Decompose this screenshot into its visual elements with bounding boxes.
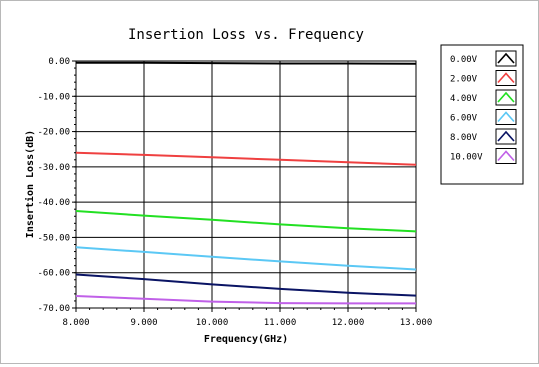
y-tick-label: -40.00 (37, 198, 70, 208)
x-tick-label: 8.000 (62, 318, 89, 328)
series-line-3 (75, 246, 417, 271)
series-lines (75, 61, 417, 305)
series-line-5 (75, 295, 416, 305)
axis-ticks: 8.000 9.000 10.000 11.000 12.000 13.000 0.00 -1… (37, 57, 432, 328)
y-tick-label: -50.00 (37, 233, 70, 243)
legend-marker-4 (497, 130, 515, 142)
legend-swatch-4 (495, 128, 517, 145)
grid-lines (76, 61, 416, 308)
series-line-1 (75, 151, 417, 166)
legend: 0.00V 2.00V 4.00V 6.00V 8.00V 10.00V (440, 44, 524, 185)
series-line-2 (75, 210, 417, 233)
series-line-0 (76, 61, 417, 65)
legend-swatch-2 (495, 89, 517, 106)
x-tick-label: 9.000 (130, 318, 157, 328)
y-tick-label: -20.00 (37, 128, 70, 138)
legend-swatch-5 (495, 148, 517, 164)
x-tick-label: 13.000 (400, 318, 433, 328)
legend-label-1: 2.00V (450, 75, 478, 85)
legend-label-2: 4.00V (450, 94, 478, 104)
legend-label-0: 0.00V (450, 55, 478, 65)
y-axis-label: Insertion Loss(dB) (24, 130, 36, 238)
legend-swatch-1 (495, 70, 517, 86)
y-tick-label: -60.00 (37, 269, 70, 279)
y-tick-label: -30.00 (37, 163, 70, 173)
y-tick-label: -10.00 (37, 92, 70, 102)
x-tick-label: 11.000 (264, 318, 297, 328)
x-axis-label: Frequency(GHz) (204, 334, 288, 345)
y-tick-label: 0.00 (48, 57, 70, 67)
legend-swatch-3 (495, 109, 517, 125)
plot-area (75, 60, 417, 309)
legend-swatch-0 (495, 50, 517, 67)
legend-marker-0 (497, 52, 515, 64)
x-tick-label: 12.000 (332, 318, 365, 328)
legend-marker-5 (497, 150, 515, 162)
x-tick-label: 10.000 (196, 318, 229, 328)
chart-title: Insertion Loss vs. Frequency (128, 27, 364, 43)
legend-marker-2 (497, 91, 515, 103)
series-line-4 (75, 273, 417, 297)
legend-label-3: 6.00V (450, 114, 478, 124)
legend-label-4: 8.00V (450, 133, 478, 143)
legend-marker-1 (497, 72, 515, 84)
legend-marker-3 (497, 111, 515, 123)
legend-label-5: 10.00V (450, 153, 483, 163)
y-tick-label: -70.00 (37, 304, 70, 314)
